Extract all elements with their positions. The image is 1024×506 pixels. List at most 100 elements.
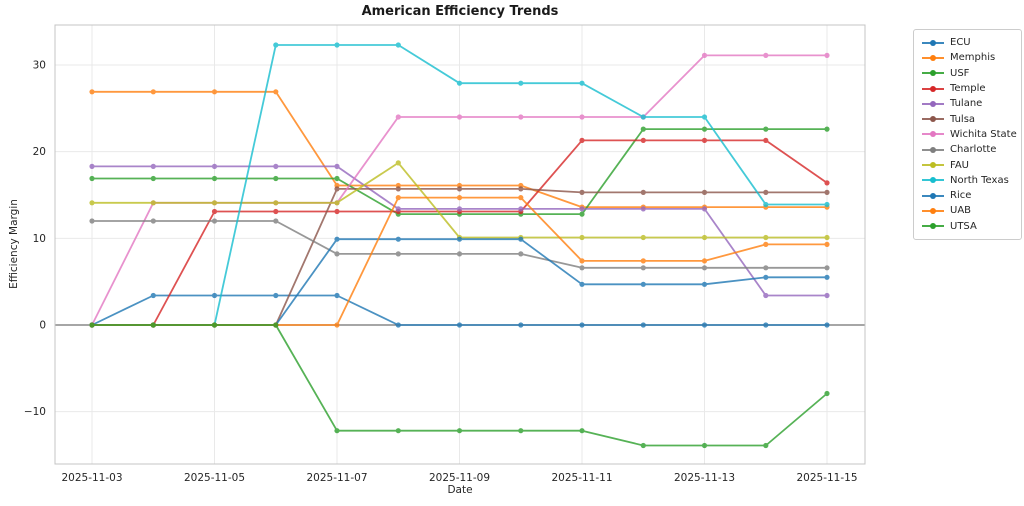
y-tick-label: 10 <box>33 233 46 245</box>
data-point <box>701 137 708 143</box>
legend-item-wichita-state: Wichita State <box>921 127 1017 142</box>
data-point <box>824 189 830 195</box>
legend-marker-icon <box>922 85 944 92</box>
data-point <box>89 175 95 182</box>
data-point <box>824 322 830 328</box>
data-point <box>640 442 646 449</box>
x-axis-label: Date <box>447 484 473 496</box>
legend-item-label: UTSA <box>950 220 977 232</box>
data-point <box>640 137 646 143</box>
data-point <box>395 114 401 120</box>
legend-item-label: UAB <box>950 205 972 217</box>
legend-item-tulane: Tulane <box>921 96 1014 111</box>
data-point <box>763 265 769 271</box>
data-point <box>701 52 708 59</box>
data-point <box>150 200 156 206</box>
legend-marker-icon <box>922 131 944 138</box>
data-point <box>456 428 463 434</box>
y-axis-label: Efficiency Margin <box>8 199 20 289</box>
data-point <box>395 160 401 166</box>
data-point <box>763 189 769 195</box>
data-point <box>334 163 340 169</box>
data-point <box>211 208 218 215</box>
legend-marker-icon <box>922 54 944 61</box>
data-point <box>150 175 156 182</box>
y-tick-label: 20 <box>33 146 46 158</box>
data-point <box>334 251 340 257</box>
legend-marker-icon <box>922 192 944 199</box>
series-charlotte <box>89 218 830 271</box>
data-point <box>518 236 524 242</box>
data-point <box>701 258 708 264</box>
data-point <box>518 322 524 328</box>
legend-item-charlotte: Charlotte <box>921 142 1014 157</box>
legend-marker-icon <box>922 39 944 46</box>
data-point <box>763 322 769 328</box>
legend-item-label: Memphis <box>950 52 996 64</box>
data-point <box>763 274 769 280</box>
legend-item-label: USF <box>950 67 970 79</box>
legend-item-label: FAU <box>950 159 969 171</box>
legend-item-rice: Rice <box>921 188 1014 203</box>
legend-item-label: Temple <box>950 83 986 95</box>
legend-item-uab: UAB <box>921 203 1014 218</box>
legend-marker-icon <box>922 162 944 169</box>
data-point <box>579 114 585 120</box>
data-point <box>273 163 279 169</box>
data-point <box>640 322 646 328</box>
data-point <box>763 292 769 299</box>
legend-marker-icon <box>922 146 944 153</box>
data-point <box>824 265 830 271</box>
legend-item-utsa: UTSA <box>921 219 1014 234</box>
data-point <box>395 206 401 212</box>
data-point <box>456 186 463 192</box>
data-point <box>824 126 830 132</box>
data-point <box>579 428 585 434</box>
data-point <box>824 390 830 397</box>
data-point <box>640 126 646 132</box>
data-point <box>273 218 279 224</box>
data-point <box>640 114 646 120</box>
data-point <box>518 186 524 192</box>
legend-item-label: Rice <box>950 190 972 202</box>
data-point <box>701 442 708 449</box>
legend-marker-icon <box>922 177 944 184</box>
data-point <box>824 292 830 299</box>
data-point <box>395 195 401 201</box>
data-point <box>701 234 708 241</box>
series-utsa <box>89 322 830 449</box>
data-point <box>211 322 218 328</box>
legend-marker-icon <box>922 100 944 107</box>
data-point <box>395 428 401 434</box>
data-point <box>273 200 279 206</box>
data-point <box>211 175 218 182</box>
data-point <box>456 251 463 257</box>
series-tulane <box>89 163 830 299</box>
data-point <box>518 114 524 120</box>
data-point <box>89 200 95 206</box>
data-point <box>334 292 340 299</box>
data-point <box>640 234 646 241</box>
y-tick-label: 0 <box>39 320 46 332</box>
data-point <box>456 206 463 212</box>
data-point <box>334 208 340 215</box>
data-point <box>701 189 708 195</box>
x-tick-label: 2025-11-07 <box>306 472 367 484</box>
plot-border <box>54 24 866 465</box>
data-point <box>273 292 279 299</box>
data-point <box>763 442 769 449</box>
data-point <box>518 428 524 434</box>
legend-item-fau: FAU <box>921 157 1014 172</box>
legend: ECU Memphis USF Temple Tulane Tulsa Wichita St… <box>913 29 1022 240</box>
legend-marker-icon <box>922 70 944 77</box>
legend-item-label: Wichita State <box>950 128 1017 140</box>
legend-marker-icon <box>922 223 944 230</box>
data-point <box>89 163 95 169</box>
data-point <box>824 234 830 241</box>
data-point <box>150 292 156 299</box>
data-point <box>579 258 585 264</box>
data-point <box>456 195 463 201</box>
data-point <box>211 218 218 224</box>
y-tick-label: −10 <box>24 406 46 418</box>
